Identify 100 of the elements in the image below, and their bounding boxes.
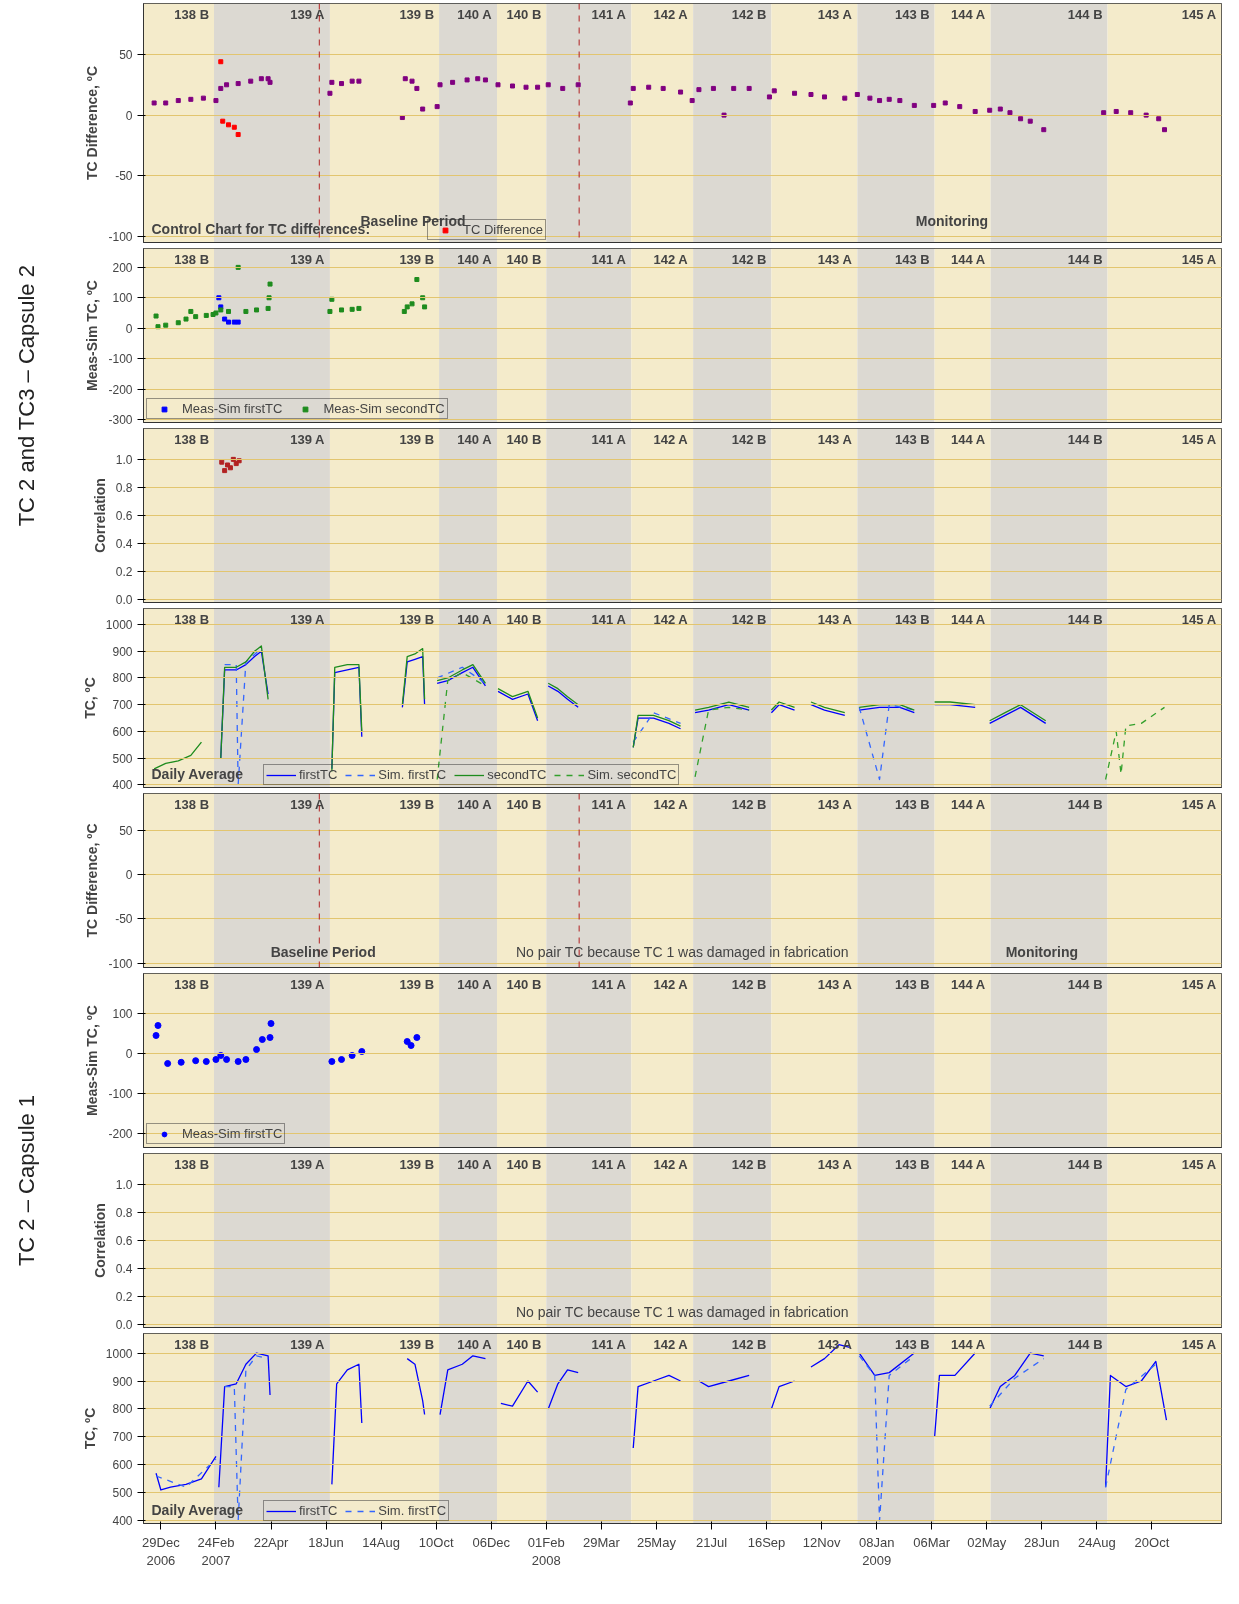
point <box>155 324 161 330</box>
point <box>266 295 272 301</box>
text: TC 2 – Capsule 1 <box>14 1094 40 1267</box>
point <box>203 312 209 318</box>
band-label: 139 B <box>399 796 435 812</box>
band-label: 139 A <box>290 251 326 267</box>
y-tick-label: 50 <box>119 824 133 839</box>
band-label: 142 B <box>731 251 767 267</box>
band-label: 139 B <box>399 6 435 22</box>
band-label: 140 A <box>457 976 493 992</box>
band-label: 140 A <box>457 431 493 447</box>
point <box>223 1056 231 1063</box>
point <box>175 320 181 326</box>
y-axis-title: Meas-Sim TC, ºC <box>84 1005 101 1116</box>
point <box>358 1048 366 1055</box>
band-label: 144 A <box>950 976 986 992</box>
point <box>217 1052 225 1059</box>
band-label: 142 A <box>653 431 689 447</box>
band-label: 143 A <box>817 6 853 22</box>
point <box>258 1036 266 1043</box>
y-tick-label: 500 <box>112 751 133 766</box>
band-label: 142 B <box>731 1156 767 1172</box>
band-label: 144 A <box>950 6 986 22</box>
band-label: 139 B <box>399 1156 435 1172</box>
x-tick-label: 16Sep <box>747 1534 786 1550</box>
band-label: 142 B <box>731 796 767 812</box>
annotation: Baseline Period <box>270 943 376 960</box>
point <box>328 1058 336 1065</box>
y-tick-label: -100 <box>108 956 133 971</box>
band-label: 141 A <box>591 431 627 447</box>
annotation: Monitoring <box>1005 943 1078 960</box>
band-label: 144 B <box>1067 976 1103 992</box>
legend-label: Meas-Sim firstTC <box>182 401 283 416</box>
point <box>403 1038 411 1045</box>
legend-label: Sim. firstTC <box>378 767 447 782</box>
point <box>409 301 415 307</box>
point <box>226 319 231 325</box>
x-tick-label: 18Jun <box>308 1534 344 1550</box>
y-tick-label: 800 <box>112 1402 133 1417</box>
y-tick-label: 400 <box>112 778 133 793</box>
y-tick-label: 0.0 <box>115 1318 133 1333</box>
band-label: 139 B <box>399 251 435 267</box>
band-label: 142 A <box>653 611 689 627</box>
x-tick-label: 24Feb 2007 <box>197 1534 235 1568</box>
band-label: 140 B <box>506 431 542 447</box>
band-label: 140 A <box>457 6 493 22</box>
y-tick-label: 1000 <box>105 1346 133 1361</box>
point <box>152 1032 160 1039</box>
band-label: 140 A <box>457 796 493 812</box>
point <box>153 313 159 319</box>
band-label: 142 B <box>731 1336 767 1352</box>
band-label: 143 B <box>894 976 930 992</box>
band-label: 144 A <box>950 251 986 267</box>
point <box>414 277 420 283</box>
x-tick-label: 06Mar <box>913 1534 951 1550</box>
x-tick-label: 22Apr <box>253 1534 290 1550</box>
band-label: 145 A <box>1181 1336 1217 1352</box>
band-label: 139 A <box>290 976 326 992</box>
point <box>404 304 410 310</box>
point <box>163 322 169 328</box>
y-tick-label: -300 <box>108 412 133 427</box>
y-tick-label: -200 <box>108 1127 133 1141</box>
point <box>188 308 194 314</box>
y-tick-label: -50 <box>115 912 133 927</box>
band-label: 140 B <box>506 1156 542 1172</box>
point <box>218 59 224 65</box>
point <box>226 308 231 314</box>
point <box>413 1034 421 1041</box>
band-label: 141 A <box>591 6 627 22</box>
annotation: No pair TC because TC 1 was damaged in fabrication <box>515 1303 849 1320</box>
band-label: 140 B <box>506 6 542 22</box>
point <box>222 316 228 322</box>
band-label: 144 B <box>1067 431 1103 447</box>
band-label: 138 B <box>174 251 210 267</box>
y-tick-label: 0.2 <box>115 1290 133 1305</box>
x-tick-label: 20Oct <box>1134 1534 1170 1550</box>
y-tick-label: 0 <box>125 868 133 883</box>
band-label: 139 A <box>290 6 326 22</box>
y-axis-title: TC Difference, ºC <box>84 65 101 181</box>
y-tick-label: 0.8 <box>115 1205 133 1220</box>
point <box>266 1034 274 1041</box>
band-label: 145 A <box>1181 796 1217 812</box>
band-label: 145 A <box>1181 976 1217 992</box>
y-axis-title: Correlation <box>91 1203 108 1278</box>
band-label: 138 B <box>174 1156 210 1172</box>
band-label: 143 A <box>817 251 853 267</box>
band-label: 143 A <box>817 431 853 447</box>
band-label: 141 A <box>591 1156 627 1172</box>
point <box>242 1056 250 1063</box>
x-tick-label: 21Jul <box>695 1534 728 1550</box>
y-tick-label: 0 <box>125 1047 133 1061</box>
band-label: 142 A <box>653 6 689 22</box>
band-label: 139 A <box>290 1156 326 1172</box>
y-tick-label: 0.4 <box>115 1262 133 1277</box>
x-tick-label: 28Jun <box>1024 1534 1060 1550</box>
y-tick-label: 0 <box>125 108 133 123</box>
point <box>231 319 237 325</box>
band-label: 138 B <box>174 431 210 447</box>
band-label: 141 A <box>591 796 627 812</box>
band-label: 140 B <box>506 251 542 267</box>
